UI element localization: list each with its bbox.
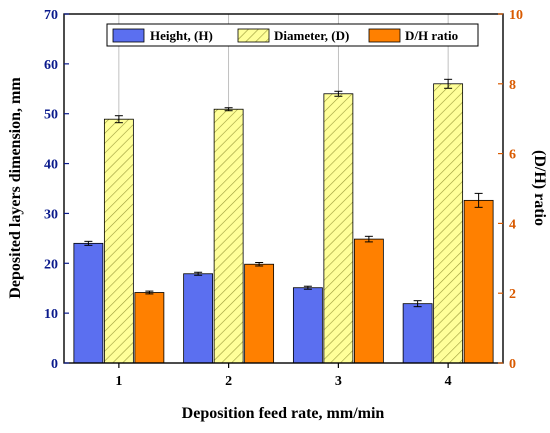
bars-layer: [73, 83, 494, 364]
left-tick-label: 60: [44, 58, 58, 73]
y-axis-title: Deposited layers dimension, mm: [7, 77, 24, 299]
x-tick-label: 4: [445, 374, 452, 389]
diameter-bar: [103, 118, 134, 364]
legend-swatch-height: [112, 28, 145, 43]
right-tick-label: 8: [509, 78, 516, 93]
left-tick-label: 40: [44, 158, 58, 173]
legend-label-ratio: D/H ratio: [405, 28, 458, 43]
y2-axis-title: (D/H) ratio: [531, 150, 548, 226]
x-tick-label: 2: [225, 374, 232, 389]
left-tick-label: 10: [44, 307, 58, 322]
height-bar: [73, 242, 104, 364]
left-tick-label: 0: [51, 357, 58, 372]
left-tick-label: 20: [44, 257, 58, 272]
legend: Height, (H) Diameter, (D) D/H ratio: [106, 23, 479, 47]
ratio-bar: [244, 263, 275, 364]
right-tick-label: 2: [509, 287, 516, 302]
x-axis-title: Deposition feed rate, mm/min: [182, 405, 385, 422]
diameter-bar: [323, 93, 354, 364]
x-axis-ticks: 1 2 3 4: [115, 363, 452, 389]
ratio-bar: [353, 238, 384, 364]
left-axis-ticks: 0 10 20 30 40 50 60 70: [44, 8, 69, 372]
error-bars-layer: [84, 78, 483, 308]
diameter-bar: [433, 83, 464, 364]
left-tick-label: 70: [44, 8, 58, 23]
plot-frame: [63, 13, 504, 364]
right-tick-label: 0: [509, 357, 516, 372]
ratio-bar: [134, 292, 165, 364]
right-tick-label: 6: [509, 148, 516, 163]
diameter-bar: [213, 108, 244, 364]
right-tick-label: 10: [509, 8, 523, 23]
legend-label-diameter: Diameter, (D): [274, 28, 349, 43]
legend-swatch-diameter: [237, 28, 270, 43]
height-bar: [292, 287, 323, 364]
left-tick-label: 30: [44, 207, 58, 222]
height-bar: [183, 273, 214, 364]
right-tick-label: 4: [509, 217, 516, 232]
x-tick-label: 1: [115, 374, 122, 389]
legend-swatch-ratio: [368, 28, 401, 43]
right-axis-ticks: 0 2 4 6 8 10: [498, 8, 523, 372]
height-bar: [402, 303, 433, 364]
legend-label-height: Height, (H): [150, 28, 213, 43]
left-tick-label: 50: [44, 108, 58, 123]
x-tick-label: 3: [335, 374, 342, 389]
ratio-bar: [463, 199, 494, 364]
